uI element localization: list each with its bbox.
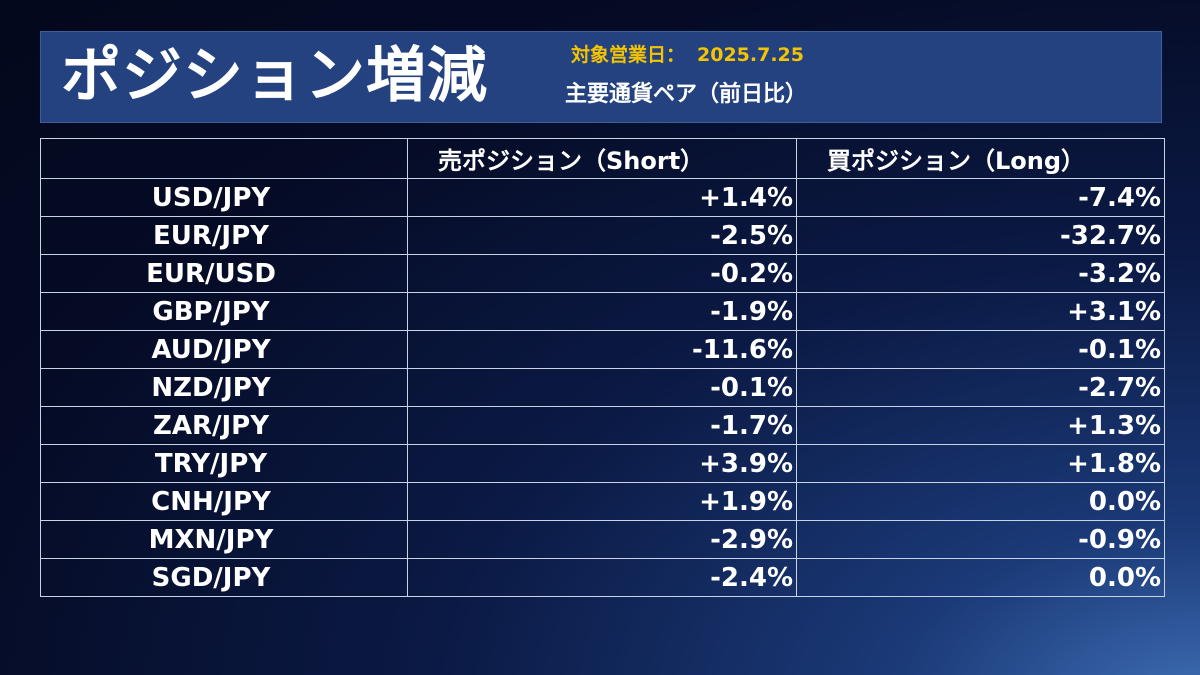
- currency-pair-cell: GBP/JPY: [40, 292, 408, 331]
- currency-pair-cell: NZD/JPY: [40, 368, 408, 407]
- short-change-cell: -0.1%: [407, 368, 797, 407]
- table-row: SGD/JPY -2.4% 0.0%: [40, 558, 1165, 597]
- table-row: NZD/JPY -0.1% -2.7%: [40, 368, 1165, 407]
- long-change-cell: +1.8%: [796, 444, 1165, 483]
- page-title: ポジション増減: [61, 41, 488, 111]
- table-row: ZAR/JPY -1.7% +1.3%: [40, 406, 1165, 445]
- target-date-label: 対象営業日：: [571, 44, 686, 66]
- short-change-cell: -2.5%: [407, 216, 797, 255]
- table-row: GBP/JPY -1.9% +3.1%: [40, 292, 1165, 331]
- target-date: 対象営業日： 2025.7.25: [571, 40, 804, 67]
- column-header-long: 買ポジション（Long）: [796, 138, 1165, 179]
- table-row: EUR/JPY -2.5% -32.7%: [40, 216, 1165, 255]
- long-change-cell: -2.7%: [796, 368, 1165, 407]
- table-row: CNH/JPY +1.9% 0.0%: [40, 482, 1165, 521]
- long-change-cell: +1.3%: [796, 406, 1165, 445]
- header-banner: ポジション増減 対象営業日： 2025.7.25 主要通貨ペア（前日比）: [40, 31, 1162, 123]
- short-change-cell: -1.9%: [407, 292, 797, 331]
- long-change-cell: -32.7%: [796, 216, 1165, 255]
- table-row: AUD/JPY -11.6% -0.1%: [40, 330, 1165, 369]
- currency-pair-cell: MXN/JPY: [40, 520, 408, 559]
- target-date-value: 2025.7.25: [697, 44, 804, 66]
- table-row: EUR/USD -0.2% -3.2%: [40, 254, 1165, 293]
- subtitle: 主要通貨ペア（前日比）: [565, 82, 808, 107]
- long-change-cell: +3.1%: [796, 292, 1165, 331]
- currency-pair-cell: CNH/JPY: [40, 482, 408, 521]
- column-header-pair: [40, 138, 408, 179]
- currency-pair-cell: USD/JPY: [40, 178, 408, 217]
- long-change-cell: -7.4%: [796, 178, 1165, 217]
- currency-pair-cell: ZAR/JPY: [40, 406, 408, 445]
- currency-pair-cell: EUR/JPY: [40, 216, 408, 255]
- currency-pair-cell: EUR/USD: [40, 254, 408, 293]
- column-header-short: 売ポジション（Short）: [407, 138, 797, 179]
- short-change-cell: +1.9%: [407, 482, 797, 521]
- short-change-cell: +3.9%: [407, 444, 797, 483]
- short-change-cell: -0.2%: [407, 254, 797, 293]
- short-change-cell: -1.7%: [407, 406, 797, 445]
- short-change-cell: -2.4%: [407, 558, 797, 597]
- position-change-table: 売ポジション（Short） 買ポジション（Long） USD/JPY +1.4% -…: [40, 138, 1165, 597]
- short-change-cell: -11.6%: [407, 330, 797, 369]
- currency-pair-cell: TRY/JPY: [40, 444, 408, 483]
- currency-pair-cell: SGD/JPY: [40, 558, 408, 597]
- table-header-row: 売ポジション（Short） 買ポジション（Long）: [40, 138, 1165, 179]
- long-change-cell: -0.9%: [796, 520, 1165, 559]
- long-change-cell: 0.0%: [796, 482, 1165, 521]
- long-change-cell: -0.1%: [796, 330, 1165, 369]
- table-row: TRY/JPY +3.9% +1.8%: [40, 444, 1165, 483]
- long-change-cell: -3.2%: [796, 254, 1165, 293]
- table-row: USD/JPY +1.4% -7.4%: [40, 178, 1165, 217]
- currency-pair-cell: AUD/JPY: [40, 330, 408, 369]
- short-change-cell: +1.4%: [407, 178, 797, 217]
- long-change-cell: 0.0%: [796, 558, 1165, 597]
- short-change-cell: -2.9%: [407, 520, 797, 559]
- table-row: MXN/JPY -2.9% -0.9%: [40, 520, 1165, 559]
